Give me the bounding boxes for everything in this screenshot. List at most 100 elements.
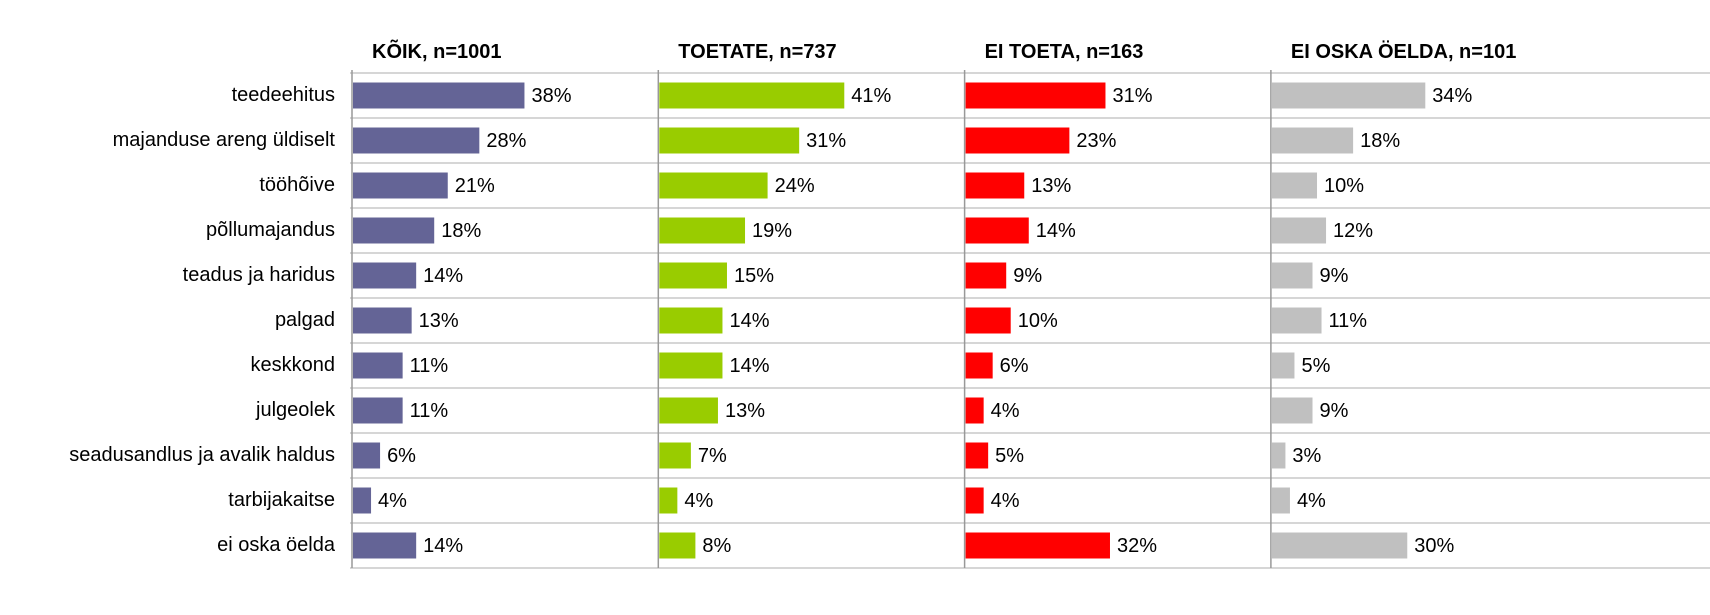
bar [353,532,417,559]
bar [1271,217,1327,244]
bar [1271,532,1408,559]
panel-title: TOETATE, n=737 [678,41,837,63]
value-label: 31% [1112,85,1152,107]
bar [965,487,984,514]
bar [353,82,525,109]
value-label: 8% [702,535,731,557]
bar [1271,352,1295,379]
bar [965,442,989,469]
value-label: 10% [1018,310,1058,332]
value-label: 6% [387,445,416,467]
bar [353,397,403,424]
category-label: tööhõive [259,174,335,196]
value-label: 30% [1414,535,1454,557]
bar [1271,262,1313,289]
category-label: keskkond [251,354,336,376]
value-label: 13% [419,310,459,332]
value-label: 23% [1076,130,1116,152]
value-label: 9% [1320,400,1349,422]
bar [353,352,403,379]
category-label: julgeolek [255,399,336,421]
bar [659,262,727,289]
value-label: 11% [410,400,449,422]
value-label: 28% [486,130,526,152]
bar [659,127,800,154]
value-label: 4% [991,490,1020,512]
category-label: ei oska öelda [217,534,336,556]
bar [353,172,448,199]
value-label: 19% [752,220,792,242]
value-label: 14% [423,535,463,557]
value-label: 38% [531,85,571,107]
bar [353,217,435,244]
value-label: 14% [729,310,769,332]
bar [659,397,718,424]
bar [659,307,723,334]
value-label: 4% [684,490,713,512]
value-label: 21% [455,175,495,197]
panel-title: EI OSKA ÖELDA, n=101 [1290,41,1517,63]
value-label: 4% [378,490,407,512]
bar [659,172,768,199]
value-label: 24% [775,175,815,197]
bar [965,217,1029,244]
bar [965,397,984,424]
value-label: 12% [1333,220,1373,242]
value-label: 18% [441,220,481,242]
bar [965,352,993,379]
bar [659,442,691,469]
bar [659,217,746,244]
value-label: 13% [725,400,765,422]
value-label: 32% [1117,535,1157,557]
bar [353,307,412,334]
bar [965,127,1070,154]
value-label: 14% [1036,220,1076,242]
value-label: 34% [1432,85,1472,107]
bar [659,487,678,514]
value-label: 9% [1013,265,1042,287]
value-label: 3% [1292,445,1321,467]
value-label: 13% [1031,175,1071,197]
panel-title: EI TOETA, n=163 [984,41,1144,63]
value-label: 41% [851,85,891,107]
bar [965,82,1106,109]
bar [965,532,1110,559]
value-label: 9% [1320,265,1349,287]
value-label: 7% [698,445,727,467]
bar [965,262,1007,289]
category-label: majanduse areng üldiselt [113,129,336,151]
category-label: tarbijakaitse [228,489,335,511]
bar [1271,172,1318,199]
value-label: 14% [423,265,463,287]
value-label: 5% [995,445,1024,467]
value-label: 6% [1000,355,1029,377]
bar [353,487,372,514]
value-label: 4% [1297,490,1326,512]
bar [965,307,1011,334]
value-label: 14% [729,355,769,377]
category-label: palgad [275,309,335,331]
bar [353,442,381,469]
value-label: 5% [1301,355,1330,377]
category-label: seadusandlus ja avalik haldus [69,444,335,466]
bar [659,82,845,109]
value-label: 18% [1360,130,1400,152]
bar [1271,487,1290,514]
panel-title: KÕIK, n=1001 [372,41,502,63]
bar [353,262,417,289]
bar [1271,307,1322,334]
value-label: 11% [1329,310,1368,332]
value-label: 11% [410,355,449,377]
value-label: 4% [991,400,1020,422]
bar [1271,82,1426,109]
bar [965,172,1025,199]
value-label: 15% [734,265,774,287]
bar [353,127,480,154]
bar [659,352,723,379]
bar [1271,442,1286,469]
bar [659,532,696,559]
category-label: teadus ja haridus [183,264,335,286]
bar [1271,127,1354,154]
bar [1271,397,1313,424]
